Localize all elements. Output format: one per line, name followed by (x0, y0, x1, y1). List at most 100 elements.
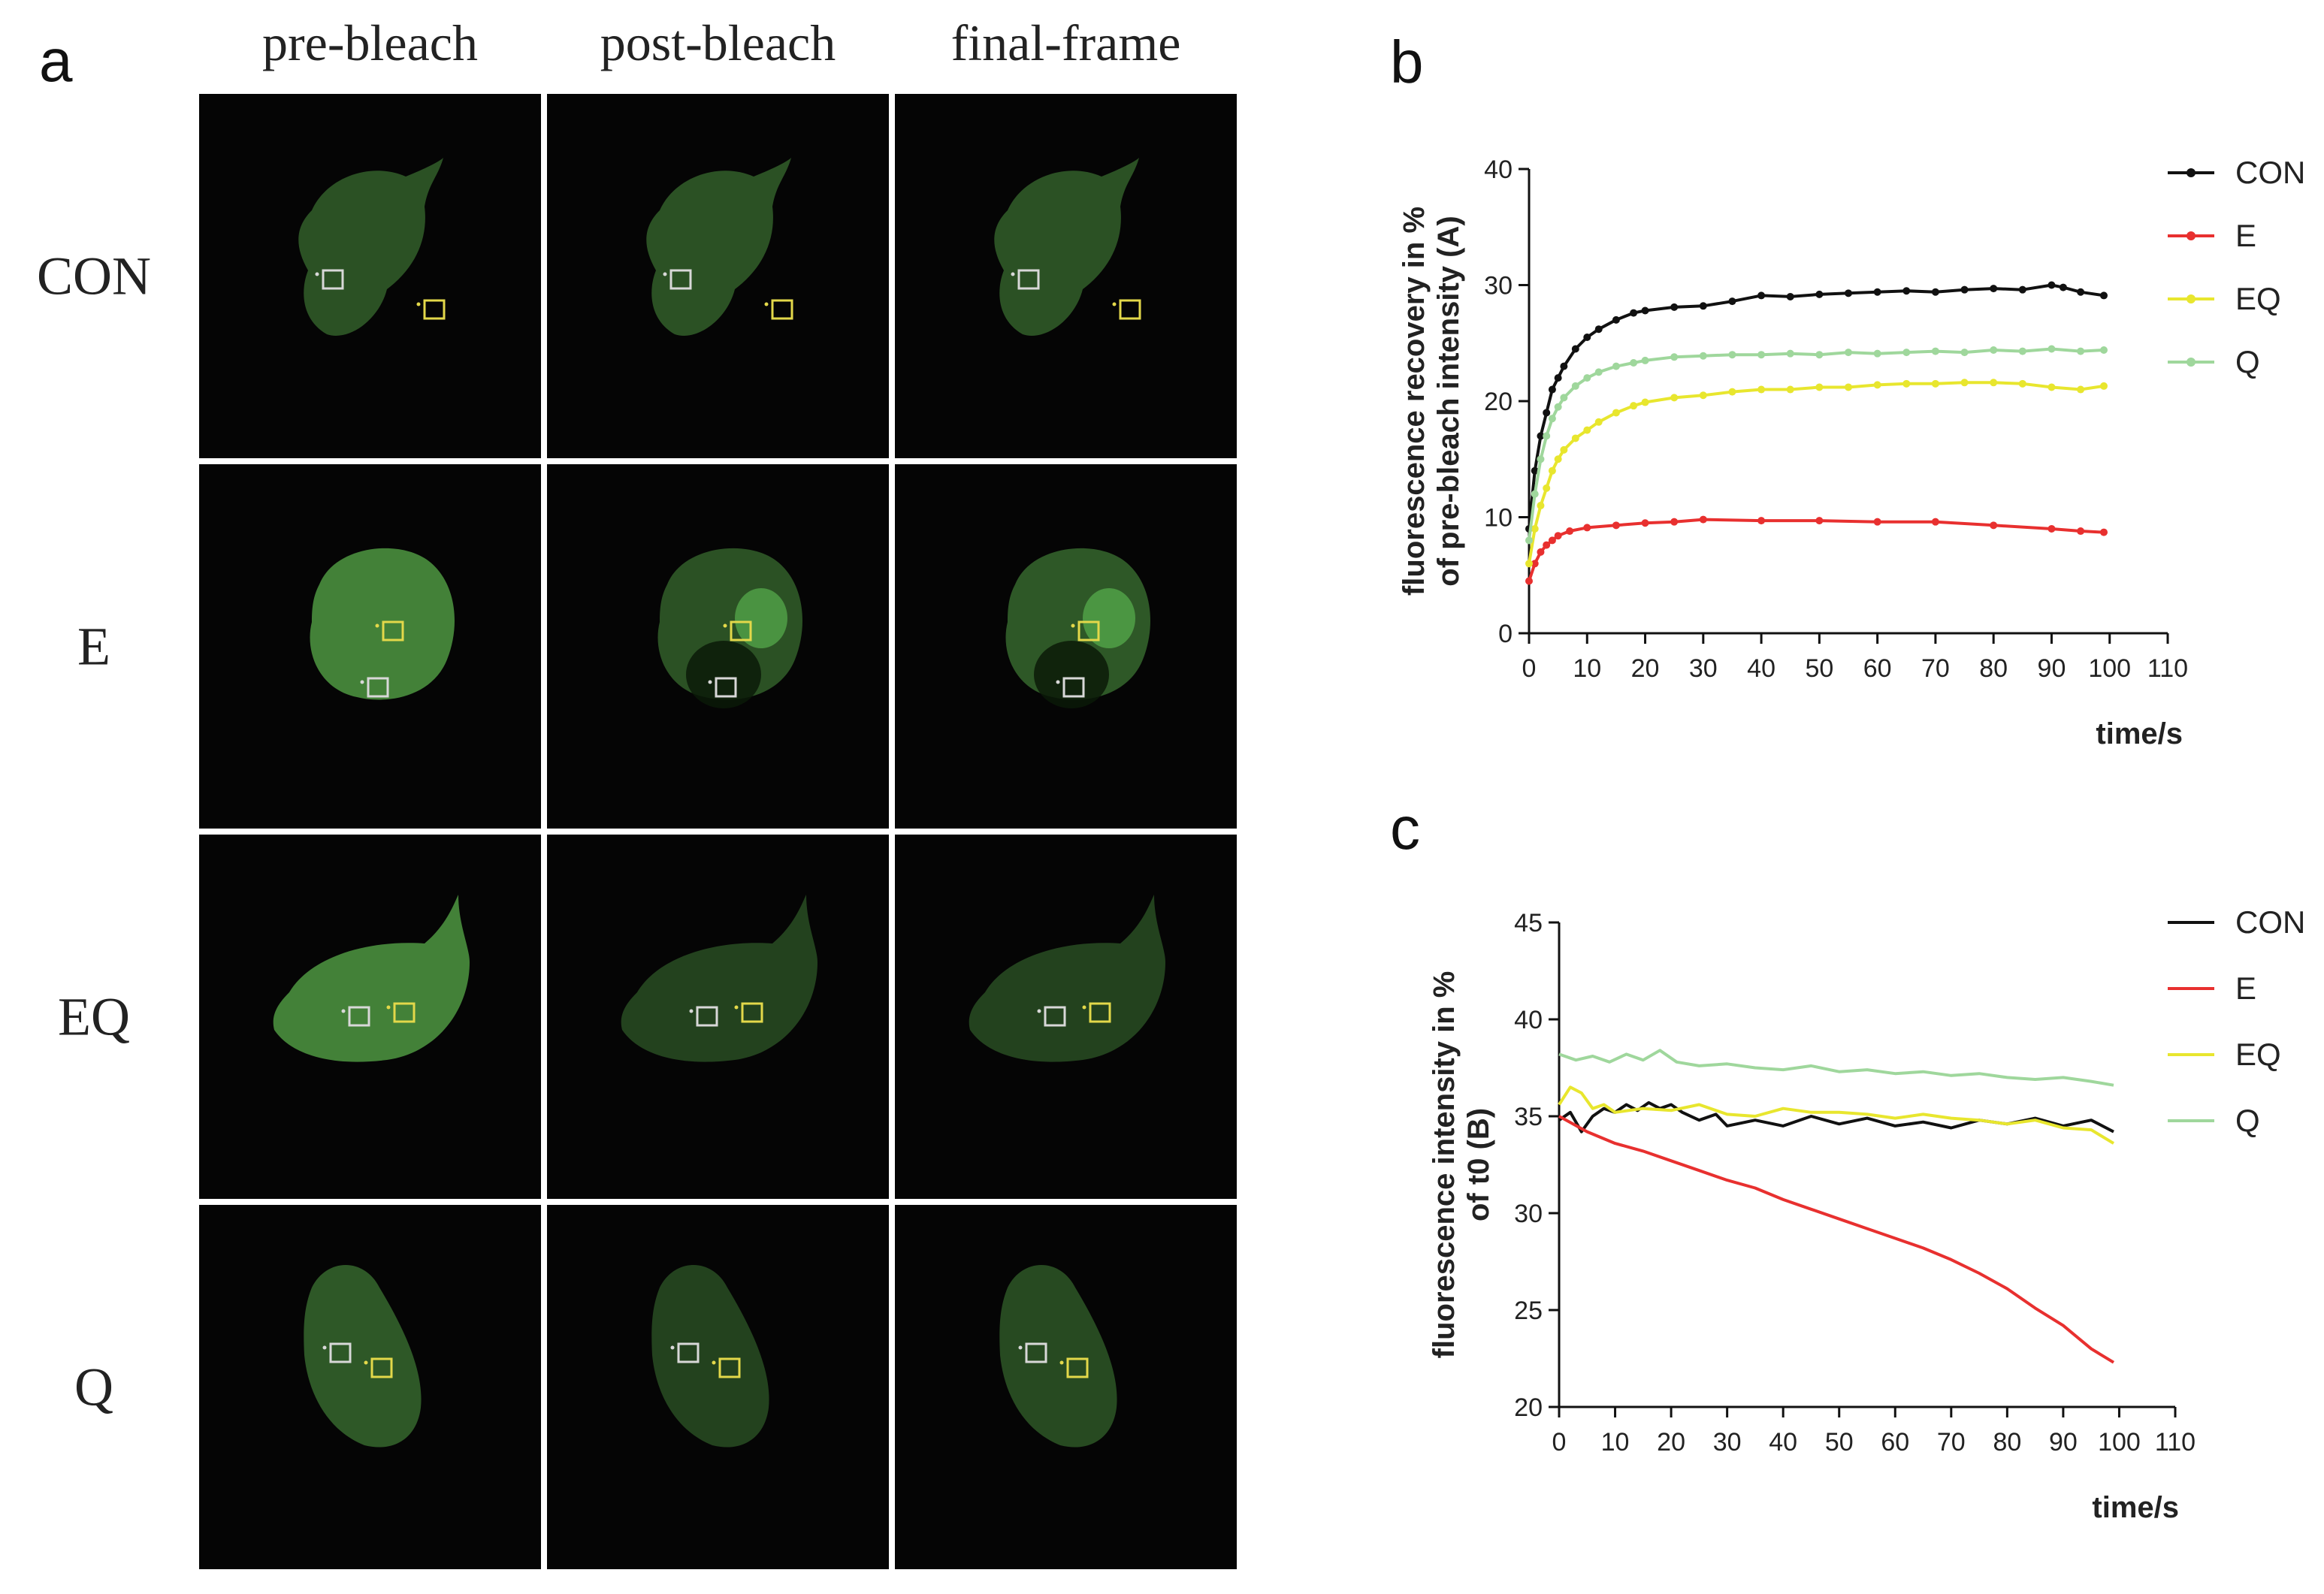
y-tick-label: 10 (1484, 504, 1513, 533)
panel-c-chart: c 20 25 30 35 40 45 0 10 20 30 40 50 60 70 80 90 100 110 t… (1390, 795, 2305, 1524)
roi-yellow (1077, 620, 1100, 642)
data-point (1699, 302, 1707, 310)
data-point (2018, 285, 2026, 294)
data-point (1630, 309, 1638, 317)
micrograph-E-final-frame (895, 464, 1237, 829)
data-point (1531, 490, 1539, 498)
y-tick-label: 45 (1514, 909, 1543, 937)
data-point (1548, 415, 1556, 423)
data-point (1845, 383, 1852, 391)
y-tick-label: 30 (1514, 1200, 1543, 1228)
roi-white-marker (663, 272, 667, 276)
data-point (1594, 325, 1603, 334)
data-point (1583, 334, 1591, 342)
roi-white-marker (1011, 272, 1015, 276)
roi-yellow-marker (375, 623, 379, 628)
data-point (1560, 394, 1568, 402)
cell-shape (999, 1265, 1117, 1448)
data-point (1548, 385, 1556, 394)
legend-entry: E (2235, 971, 2256, 1006)
data-point (1728, 351, 1736, 359)
roi-white-marker (322, 1345, 327, 1350)
data-point (1531, 524, 1539, 533)
roi-yellow-marker (364, 1360, 368, 1365)
series-CON (1558, 1100, 2114, 1134)
roi-yellow-marker (1071, 623, 1075, 628)
bright-region (735, 588, 787, 648)
x-tick-label: 0 (1522, 654, 1537, 683)
x-tick-label: 80 (1979, 654, 2008, 683)
legend-entry: EQ (2235, 1037, 2281, 1072)
data-point (1531, 466, 1539, 475)
roi-yellow-marker (712, 1360, 716, 1365)
x-tick-label: 40 (1769, 1428, 1797, 1457)
roi-white (322, 269, 344, 290)
data-point (1699, 515, 1707, 524)
data-point (1845, 349, 1852, 357)
cell-shape (621, 895, 817, 1062)
data-point (1670, 303, 1679, 311)
roi-yellow-marker (1082, 1005, 1086, 1010)
data-point (1641, 398, 1649, 406)
x-tick-label: 110 (2147, 654, 2188, 683)
x-axis-label: time/s (2092, 1491, 2179, 1524)
series-Q (1525, 345, 2108, 545)
roi-white (715, 677, 737, 698)
data-point (1583, 374, 1591, 382)
data-point (1931, 518, 1939, 526)
data-point (1757, 351, 1766, 359)
column-header-pre-bleach: pre-bleach (262, 14, 478, 71)
data-point (1757, 517, 1766, 525)
series-line (1558, 1049, 2114, 1087)
roi-yellow (1089, 1002, 1111, 1023)
data-point (2059, 283, 2067, 291)
cell-shape (646, 158, 791, 336)
roi-white (1025, 1342, 1047, 1363)
roi-yellow (771, 299, 793, 320)
panel-b-chart: b 0 10 20 30 40 0 10 20 30 40 50 60 70 80 90 100 110 time… (1390, 29, 2305, 750)
data-point (1525, 536, 1533, 545)
x-tick-label: 60 (1881, 1428, 1909, 1457)
x-tick-label: 70 (1937, 1428, 1966, 1457)
legend-entry: E (2235, 218, 2256, 253)
data-point (1699, 391, 1707, 400)
legend-marker (2186, 358, 2196, 367)
y-tick-label: 40 (1514, 1006, 1543, 1034)
data-point (1786, 385, 1794, 394)
data-point (1543, 541, 1551, 549)
series-E (1558, 1115, 2115, 1364)
data-point (1571, 345, 1579, 353)
x-tick-label: 20 (1657, 1428, 1685, 1457)
data-point (1960, 379, 1969, 387)
data-point (1990, 521, 1998, 530)
data-point (1612, 521, 1620, 530)
y-axis-label: fluorescence recovery in % (1398, 207, 1431, 596)
data-point (1931, 379, 1939, 388)
data-point (1594, 418, 1603, 426)
micrograph-Q-final-frame (895, 1205, 1237, 1569)
data-point (1641, 306, 1649, 315)
data-point (1873, 349, 1881, 358)
row-label-CON: CON (37, 246, 151, 306)
data-point (1554, 374, 1562, 382)
data-point (1931, 347, 1939, 355)
data-point (2077, 385, 2085, 394)
x-tick-label: 30 (1689, 654, 1718, 683)
data-point (2047, 281, 2056, 289)
x-tick-label: 10 (1601, 1428, 1630, 1457)
roi-yellow-marker (723, 623, 727, 628)
data-point (1670, 353, 1679, 361)
y-tick-label: 20 (1514, 1393, 1543, 1422)
data-point (1531, 560, 1539, 568)
cell-shape (298, 158, 443, 336)
data-point (2077, 347, 2085, 355)
micrograph-CON-final-frame (895, 94, 1237, 458)
data-point (1873, 381, 1881, 389)
column-header-final-frame: final-frame (951, 14, 1181, 71)
data-point (1583, 426, 1591, 434)
roi-yellow-marker (1059, 1360, 1064, 1365)
roi-white-marker (670, 1345, 675, 1350)
x-tick-label: 70 (1921, 654, 1950, 683)
roi-white (367, 677, 389, 698)
data-point (2018, 347, 2026, 355)
